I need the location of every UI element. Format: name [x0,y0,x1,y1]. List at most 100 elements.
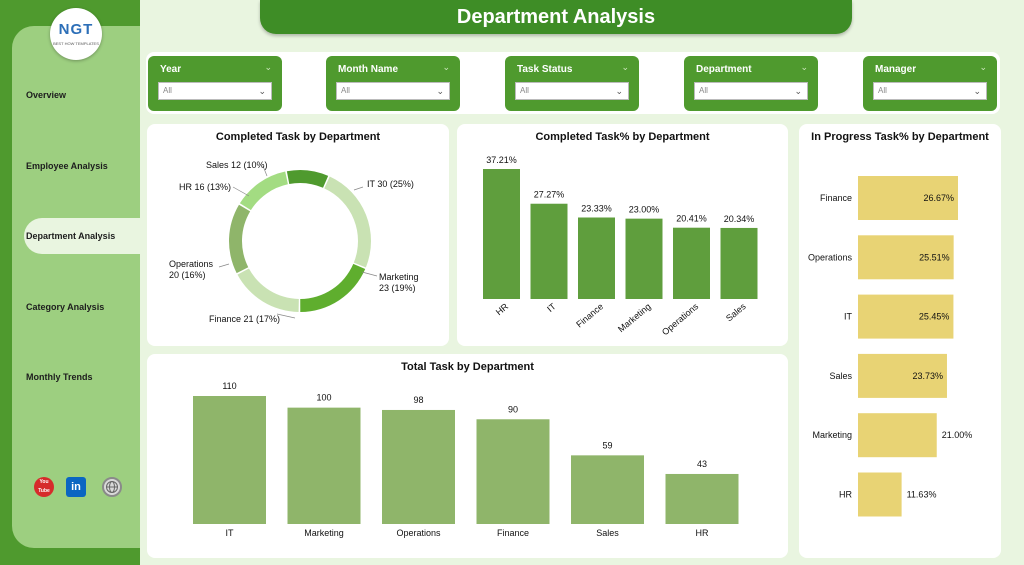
filter-label: Manager [875,64,917,75]
y-tick-label: Finance [820,193,852,203]
dropdown-arrow-icon: ⌄ [973,86,981,96]
y-tick-label: Operations [808,252,853,262]
select-value: All [520,86,529,95]
bar-value-label: 37.21% [486,155,517,165]
chevron-down-icon[interactable]: ⌄ [979,62,987,72]
y-tick-label: Sales [829,371,852,381]
donut-slice-hr [239,171,288,211]
page-header: Department Analysis [260,0,852,34]
website-icon[interactable] [102,477,122,497]
select-value: All [699,86,708,95]
youtube-icon[interactable]: You Tube [34,477,54,497]
sidebar: NGT BEST HOW TEMPLATES Overview Employee… [0,0,148,565]
filter-bar: Year ⌄ All ⌄ Month Name ⌄ All ⌄ Task Statu… [146,52,1000,114]
in-progress-pct-card: In Progress Task% by Department Finance 2… [799,124,1001,558]
ngt-logo[interactable]: NGT BEST HOW TEMPLATES [50,8,102,60]
bar-value-label: 27.27% [534,190,565,200]
nav-item-overview[interactable]: Overview [26,90,67,100]
donut-label-sales: Sales 12 (10%) [206,160,268,170]
x-tick-label: HR [696,528,709,538]
chevron-down-icon[interactable]: ⌄ [800,62,808,72]
x-tick-label: Operations [660,301,701,337]
donut-leader-line [232,186,250,197]
nav-active-highlight [24,218,148,254]
bar-value-label: 20.34% [724,214,755,224]
completed-by-department-card: Completed Task by Department IT 30 (25%)… [147,124,449,346]
x-tick-label: IT [226,528,235,538]
x-tick-label: IT [545,301,558,314]
globe-icon [106,481,118,493]
month-name-select[interactable]: All ⌄ [336,82,450,100]
donut-leader-line [276,313,296,319]
total-task-card: Total Task by Department 110 IT 100 Marketi… [147,354,788,558]
in-progress-bar-chart: Finance 26.67% Operations 25.51% IT 25.45% Sal… [808,176,973,517]
filter-label: Department [696,64,752,75]
x-tick-label: Operations [396,528,441,538]
filter-manager: Manager ⌄ All ⌄ [863,56,997,111]
bar-it [858,294,954,339]
donut-slice-marketing [300,263,366,312]
nav-item-monthly-trends[interactable]: Monthly Trends [26,372,93,382]
nav-item-employee-analysis[interactable]: Employee Analysis [26,161,108,171]
completed-pct-card: Completed Task% by Department 37.21% HR 27… [457,124,788,346]
select-value: All [878,86,887,95]
x-tick-label: HR [494,301,511,317]
bar-value-label: 110 [222,381,236,391]
bar-sales [571,455,644,524]
x-tick-label: Finance [574,301,605,329]
bar-value-label: 43 [697,459,707,469]
bar-value-label: 21.00% [942,430,973,440]
bar-marketing [625,218,663,299]
logo-subtitle: BEST HOW TEMPLATES [53,41,99,46]
bar-value-label: 26.67% [923,193,954,203]
bar-hr [858,472,902,517]
donut-slice-sales [286,170,329,188]
bar-value-label: 25.45% [919,312,950,322]
department-select[interactable]: All ⌄ [694,82,808,100]
dropdown-arrow-icon: ⌄ [258,86,266,96]
filter-department: Department ⌄ All ⌄ [684,56,818,111]
bar-it [193,396,266,524]
nav-item-category-analysis[interactable]: Category Analysis [26,302,105,312]
linkedin-icon-label: in [71,481,81,493]
x-tick-label: Finance [497,528,529,538]
bar-marketing [858,413,937,458]
donut-label-finance: Finance 21 (17%) [209,314,280,324]
donut-leader-line [262,165,268,177]
page-title: Department Analysis [456,6,656,28]
bar-value-label: 25.51% [919,252,950,262]
chart-title: Completed Task% by Department [535,131,710,143]
filter-month-name: Month Name ⌄ All ⌄ [326,56,460,111]
bar-value-label: 59 [602,440,612,450]
donut-leader-line [361,271,378,277]
x-tick-label: Marketing [304,528,344,538]
bar-finance [578,217,615,299]
bar-sales [858,353,947,398]
bar-finance [858,176,958,220]
task-status-select[interactable]: All ⌄ [515,82,629,100]
bar-value-label: 98 [413,395,423,405]
logo-text: NGT [58,21,94,38]
bar-sales [720,227,758,299]
nav-item-department-analysis[interactable]: Department Analysis [26,231,116,241]
bar-finance [476,419,550,524]
bar-operations [673,227,710,299]
filter-task-status: Task Status ⌄ All ⌄ [505,56,639,111]
y-tick-label: HR [839,490,852,500]
chevron-down-icon[interactable]: ⌄ [442,62,450,72]
chart-title: Completed Task by Department [215,131,381,143]
filter-year: Year ⌄ All ⌄ [148,56,282,111]
completed-pct-bar-chart: 37.21% HR 27.27% IT 23.33% Finance 23.00% Marke… [483,155,758,337]
donut-slice-it [324,176,371,268]
x-tick-label: Marketing [616,301,653,334]
manager-select[interactable]: All ⌄ [873,82,987,100]
bar-value-label: 23.00% [629,205,660,215]
bar-marketing [287,407,361,524]
bar-hr [483,169,520,299]
select-value: All [341,86,350,95]
year-select[interactable]: All ⌄ [158,82,272,100]
chevron-down-icon[interactable]: ⌄ [621,62,629,72]
linkedin-icon[interactable]: in [66,477,86,497]
chevron-down-icon[interactable]: ⌄ [264,62,272,72]
